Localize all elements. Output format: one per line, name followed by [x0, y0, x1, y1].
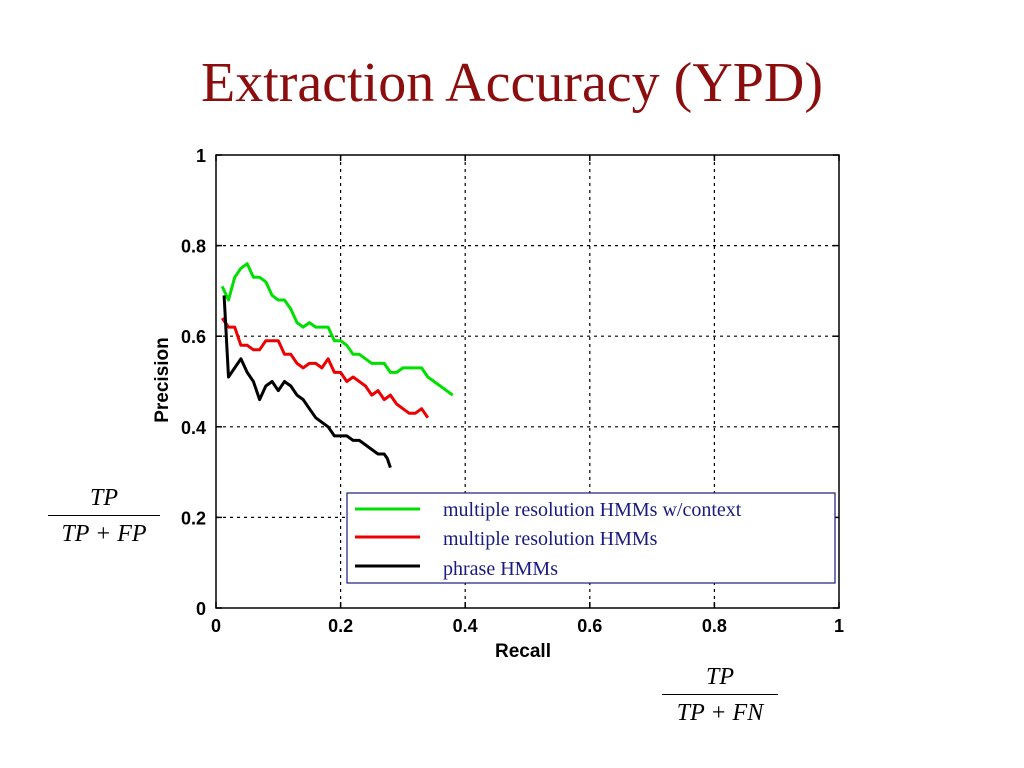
y-axis-title: Precision [152, 337, 173, 423]
precision-denominator: TP + FP [61, 521, 147, 547]
slide-title: Extraction Accuracy (YPD) [201, 52, 823, 114]
x-tick-label: 1 [834, 616, 844, 636]
legend-box [346, 492, 836, 584]
legend-label-multires: multiple resolution HMMs [443, 528, 658, 550]
y-tick-label: 1 [196, 146, 206, 166]
x-tick-label: 0.4 [453, 616, 478, 636]
fraction-bar [662, 694, 778, 695]
fraction-bar [48, 515, 160, 516]
x-tick-label: 0.8 [702, 616, 727, 636]
series-line-multires-context [220, 262, 454, 397]
series-lines [220, 262, 454, 469]
axis-ticks: 0 0.2 0.4 0.6 0.8 1 0 0.2 0.4 0.6 0.8 1 [181, 146, 844, 636]
recall-denominator: TP + FN [676, 700, 764, 726]
y-tick-label: 0 [196, 599, 206, 619]
plot-frame [215, 154, 840, 609]
legend-label-phrase: phrase HMMs [443, 558, 558, 580]
y-tick-label: 0.2 [181, 508, 206, 528]
x-tick-label: 0 [211, 616, 221, 636]
y-tick-label: 0.4 [181, 418, 206, 438]
recall-formula: TP TP + FN [662, 662, 778, 728]
legend: multiple resolution HMMs w/context multi… [346, 492, 836, 584]
legend-label-context: multiple resolution HMMs w/context [443, 499, 742, 521]
x-tick-label: 0.2 [328, 616, 353, 636]
x-tick-label: 0.6 [577, 616, 602, 636]
series-line-phrase [222, 295, 392, 469]
recall-numerator: TP [705, 664, 734, 690]
precision-numerator: TP [89, 485, 118, 511]
y-tick-label: 0.6 [181, 327, 206, 347]
series-line-multires [220, 317, 430, 419]
precision-formula: TP TP + FP [48, 483, 160, 549]
y-tick-label: 0.8 [181, 237, 206, 257]
x-axis-title: Recall [495, 641, 551, 662]
